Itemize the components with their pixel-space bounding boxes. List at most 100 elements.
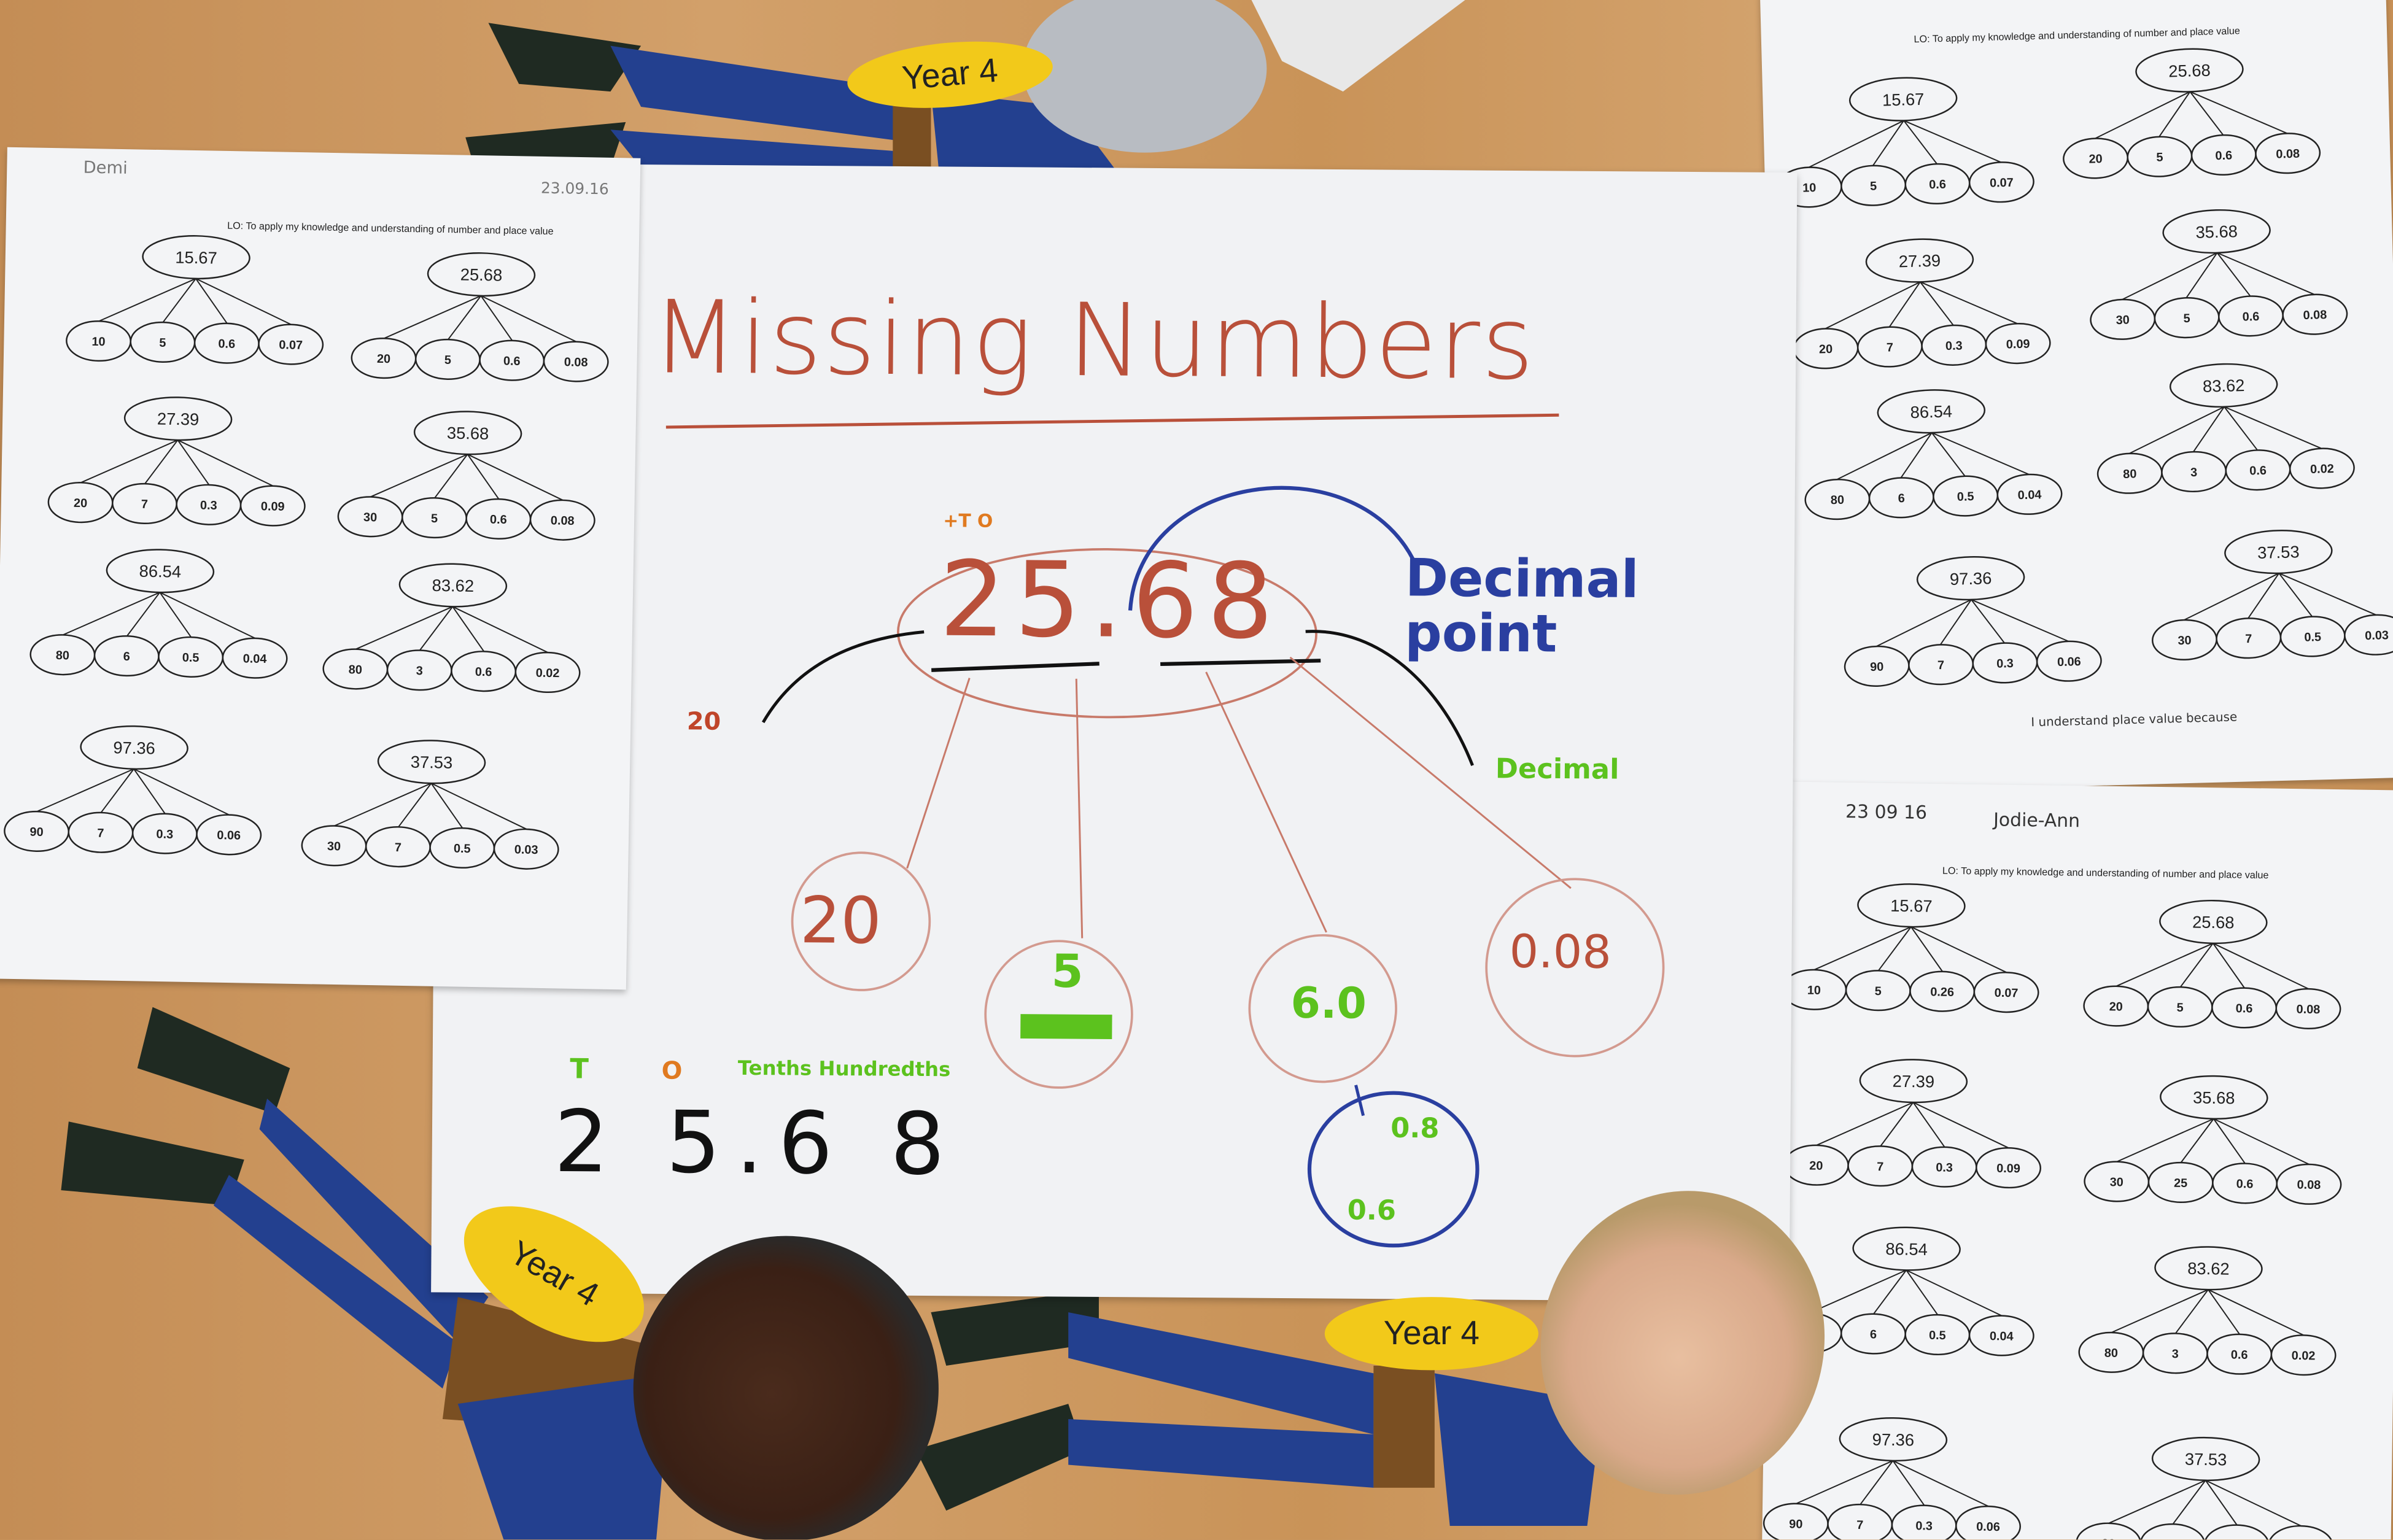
tree-branch <box>2122 252 2217 300</box>
whole-number: 86.54 <box>1885 1239 1928 1259</box>
tree-branch <box>100 768 134 813</box>
whole-number: 37.53 <box>2257 542 2300 562</box>
part-value: 0.26 <box>1930 985 1954 999</box>
part-value: 6 <box>1870 1328 1877 1341</box>
whole-number: 97.36 <box>113 738 155 757</box>
tree-branch <box>2111 1289 2209 1333</box>
part-value: 0.08 <box>2297 1178 2321 1193</box>
tree-branch <box>1892 1460 1925 1506</box>
whole-number: 15.67 <box>175 247 217 267</box>
number-trees: 15.67 10 5 0.26 0.07 25.68 20 5 0.6 0.08 27.39 20 7 0… <box>1763 883 2342 1540</box>
part-value: 0.6 <box>475 665 492 679</box>
tree-branch <box>1939 599 1972 645</box>
missing-numbers-poster: Missing Numbers +T O 25.68 Decimal point… <box>431 163 1798 1302</box>
tree-branch <box>2095 91 2190 139</box>
partition-tree: 35.68 30 5 0.6 0.08 <box>2090 209 2348 340</box>
tree-branch <box>1910 926 2007 973</box>
whole-number: 27.39 <box>157 409 200 429</box>
part-oval <box>514 651 581 694</box>
whole-number: 83.62 <box>2187 1259 2230 1279</box>
whole-number: 83.62 <box>432 576 474 595</box>
whole-number: 35.68 <box>447 424 489 443</box>
partition-tree: 27.39 20 7 0.3 0.09 <box>1793 238 2051 370</box>
whole-oval <box>2154 1246 2263 1291</box>
tree-branch <box>2116 942 2214 987</box>
part-oval <box>196 814 262 856</box>
part-hundredths: 0.08 <box>1509 926 1612 980</box>
tree-branch <box>2128 406 2225 454</box>
column-o: O <box>661 1056 683 1085</box>
part-value: 30 <box>327 840 341 853</box>
part-value: 0.3 <box>1996 657 2014 671</box>
part-value: 5 <box>1875 985 1882 998</box>
tree-branch <box>1877 926 1912 972</box>
whole-oval <box>1852 1226 1961 1271</box>
central-number: 25.68 <box>939 540 1283 664</box>
part-value: 0.5 <box>454 842 471 856</box>
whole-oval <box>1865 238 1974 283</box>
partition-tree: 97.36 90 7 0.3 0.06 <box>1763 1417 2021 1540</box>
tree-branch <box>2248 573 2280 619</box>
whole-number: 97.36 <box>1872 1430 1914 1449</box>
part-value: 0.6 <box>1929 178 1946 192</box>
tree-branch <box>177 439 274 487</box>
part-value: 0.04 <box>1990 1329 2014 1344</box>
tree-branch <box>63 592 160 636</box>
part-value: 0.08 <box>564 355 588 370</box>
part-oval <box>1955 1505 2021 1540</box>
tree-branch <box>2172 1480 2206 1525</box>
whole-oval <box>123 397 233 441</box>
tree-branch <box>2213 1118 2246 1164</box>
partition-tree: 97.36 90 7 0.3 0.06 <box>4 725 262 856</box>
part-oval <box>258 323 324 365</box>
number-trees: 15.67 10 5 0.6 0.07 25.68 20 5 0.6 0.08 27.39 20 7 0.… <box>4 235 609 870</box>
whole-oval <box>1877 389 1986 434</box>
tree-branch <box>355 606 453 650</box>
tree-branch <box>1971 599 2005 644</box>
tree-branch <box>2116 1118 2214 1163</box>
tree-branch <box>1900 432 1933 479</box>
tree-branch <box>467 454 564 501</box>
whole-number: 83.62 <box>2203 376 2245 396</box>
partition-tree: 35.68 30 5 0.6 0.08 <box>337 411 595 541</box>
whole-oval <box>2159 899 2268 945</box>
part-value: 5 <box>1870 179 1877 193</box>
tree-branch <box>195 278 292 325</box>
part-value: 7 <box>2245 632 2252 646</box>
tree-branch <box>2184 573 2279 621</box>
partition-tree: 25.68 20 5 0.6 0.08 <box>2083 899 2341 1029</box>
tree-branch <box>1836 432 1933 481</box>
part-value: 10 <box>1802 181 1817 195</box>
part-value: 7 <box>395 841 401 854</box>
tree-branch <box>177 439 210 486</box>
tree-branch <box>1825 281 1921 330</box>
tree-branch <box>133 768 166 814</box>
tree-branch <box>430 783 463 829</box>
tree-branch <box>2208 1289 2304 1336</box>
tree-branch <box>159 592 192 638</box>
whole-number: 37.53 <box>411 753 453 772</box>
part-oval <box>1996 473 2063 515</box>
rewritten-number: 2 5.6 8 <box>554 1093 961 1196</box>
tree-branch <box>1910 926 1943 972</box>
whole-oval <box>2151 1436 2260 1482</box>
partition-tree: 86.54 80 6 0.5 0.04 <box>1804 389 2063 520</box>
part-oval <box>2270 1334 2337 1376</box>
part-value: 80 <box>56 649 69 662</box>
part-value: 0.04 <box>2017 488 2041 502</box>
tree-branch <box>334 783 432 827</box>
number-trees: 15.67 10 5 0.6 0.07 25.68 20 5 0.6 0.08 27.39 20 7 0.… <box>1776 48 2393 687</box>
part-value: 0.6 <box>218 337 235 350</box>
part-value: 5 <box>431 512 438 525</box>
part-value: 30 <box>2116 314 2130 328</box>
tree-branch <box>2158 91 2191 137</box>
tree-branch <box>1903 120 2001 163</box>
part-oval <box>1985 323 2051 365</box>
whole-number: 27.39 <box>1898 251 1941 271</box>
part-oval <box>2203 1524 2270 1540</box>
part-value: 5 <box>2176 1001 2183 1015</box>
part-value: 0.6 <box>2236 1002 2253 1015</box>
whole-oval <box>1839 1417 1948 1462</box>
whole-oval <box>377 740 486 784</box>
